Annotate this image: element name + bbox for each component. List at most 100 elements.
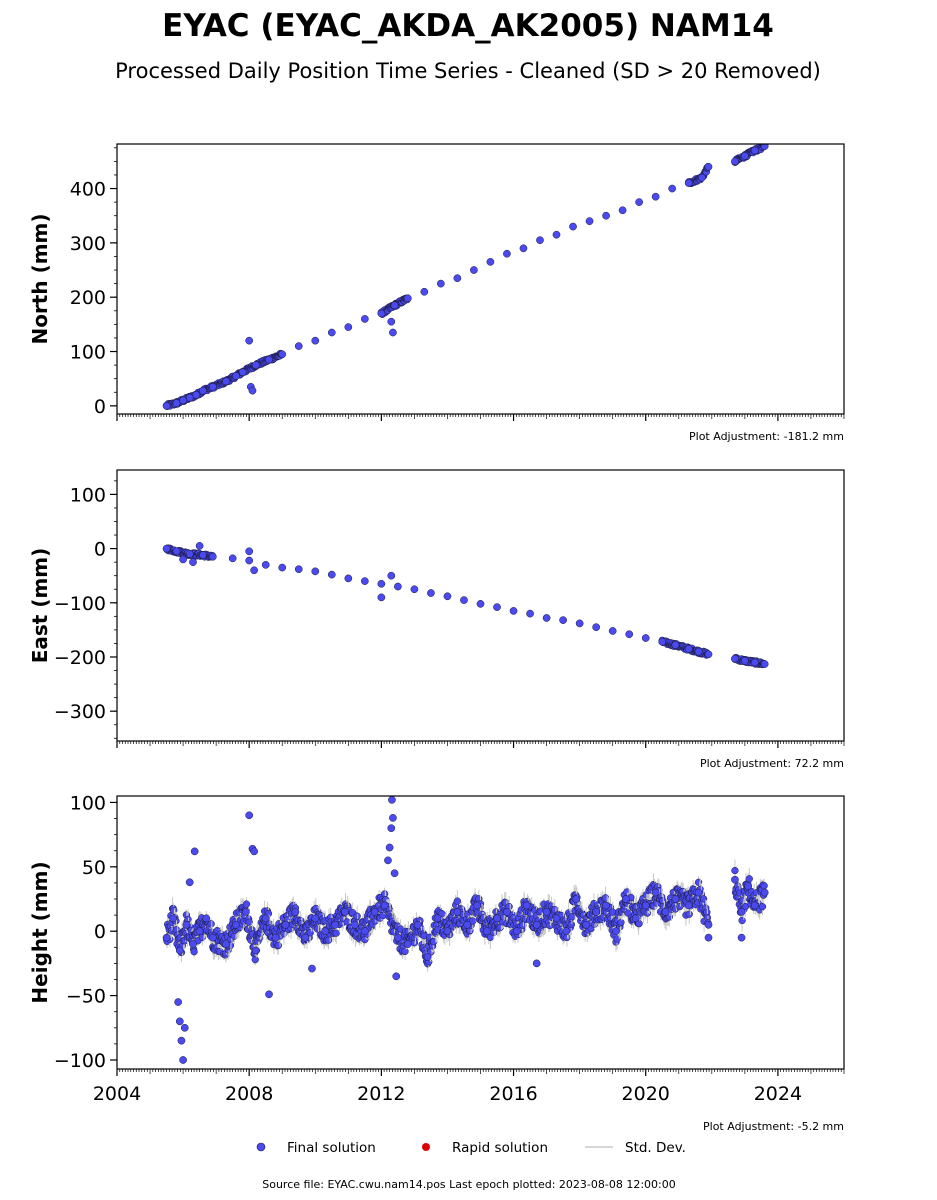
- point: [308, 964, 316, 973]
- x-tick-label: 2012: [357, 1083, 405, 1105]
- point: [635, 198, 643, 206]
- point: [569, 222, 577, 231]
- point: [602, 901, 610, 910]
- point: [671, 895, 680, 903]
- point: [738, 916, 746, 925]
- y-tick-label: −100: [54, 593, 106, 615]
- point: [162, 402, 171, 410]
- point: [575, 619, 584, 628]
- legend: Final solution Rapid solution Std. Dev.: [256, 1140, 686, 1156]
- point: [271, 933, 280, 942]
- point: [169, 914, 178, 923]
- point: [427, 589, 435, 597]
- point: [222, 940, 230, 948]
- point: [403, 294, 412, 303]
- point: [704, 162, 713, 171]
- point: [731, 157, 739, 166]
- point: [274, 941, 283, 950]
- y-tick-label: 300: [70, 233, 106, 255]
- point: [265, 990, 273, 999]
- point: [179, 396, 187, 405]
- point: [568, 913, 576, 921]
- point: [294, 342, 303, 350]
- point: [760, 144, 769, 151]
- y-tick-label: 100: [70, 342, 106, 364]
- point: [567, 920, 576, 929]
- point: [182, 920, 191, 929]
- point: [377, 579, 386, 588]
- point: [208, 382, 217, 391]
- point: [433, 914, 442, 923]
- point: [436, 279, 445, 288]
- point: [242, 908, 250, 916]
- point: [513, 927, 521, 936]
- legend-final-label: Final solution: [287, 1140, 376, 1156]
- point: [552, 230, 561, 239]
- point: [185, 550, 194, 558]
- y-tick-label: 0: [94, 539, 106, 561]
- y-axis-label: North (mm): [28, 213, 52, 344]
- x-tick-label: 2024: [754, 1083, 802, 1105]
- point: [741, 152, 749, 160]
- point: [612, 927, 620, 936]
- point: [208, 933, 217, 942]
- point: [170, 906, 178, 915]
- point: [232, 372, 240, 380]
- point: [394, 582, 402, 591]
- point: [519, 921, 527, 929]
- point: [731, 875, 739, 884]
- point: [641, 901, 650, 910]
- point: [192, 391, 201, 399]
- point: [651, 888, 660, 897]
- point: [760, 660, 769, 668]
- point: [162, 933, 171, 942]
- point: [542, 614, 551, 622]
- point: [228, 554, 237, 563]
- point: [473, 901, 482, 910]
- point: [245, 547, 254, 556]
- point: [526, 609, 534, 618]
- point: [278, 350, 287, 359]
- point: [552, 914, 561, 923]
- plot-adjustment: Plot Adjustment: -5.2 mm: [703, 1120, 844, 1133]
- point: [698, 173, 706, 182]
- point: [327, 570, 336, 579]
- point: [238, 368, 247, 377]
- point: [503, 908, 511, 916]
- point: [522, 901, 531, 910]
- point: [251, 946, 260, 955]
- point: [251, 955, 259, 964]
- point: [174, 998, 182, 1006]
- point: [760, 882, 768, 890]
- point: [388, 796, 396, 804]
- point: [559, 616, 567, 624]
- panels: 0 100 200 300 400 North (mm) Plot Adjustment: …: [28, 143, 845, 1133]
- point: [731, 654, 739, 663]
- point: [222, 377, 230, 386]
- point: [394, 933, 402, 942]
- point: [443, 927, 452, 936]
- point: [618, 206, 627, 215]
- point: [311, 336, 320, 345]
- point: [685, 910, 693, 918]
- point: [443, 592, 452, 601]
- y-axis-label: Height (mm): [28, 861, 52, 1003]
- point: [392, 972, 401, 981]
- point: [401, 947, 409, 956]
- point: [737, 933, 746, 942]
- point: [294, 565, 303, 574]
- point: [423, 953, 432, 961]
- point: [493, 603, 501, 611]
- point: [509, 607, 518, 615]
- point: [261, 914, 270, 923]
- point: [453, 897, 462, 905]
- point: [592, 623, 601, 632]
- chart-title: EYAC (EYAC_AKDA_AK2005) NAM14: [162, 8, 774, 44]
- point: [493, 914, 501, 923]
- point: [665, 913, 674, 921]
- point: [684, 901, 693, 910]
- x-tick-label: 2020: [622, 1083, 670, 1105]
- point: [245, 336, 254, 345]
- point: [438, 910, 446, 918]
